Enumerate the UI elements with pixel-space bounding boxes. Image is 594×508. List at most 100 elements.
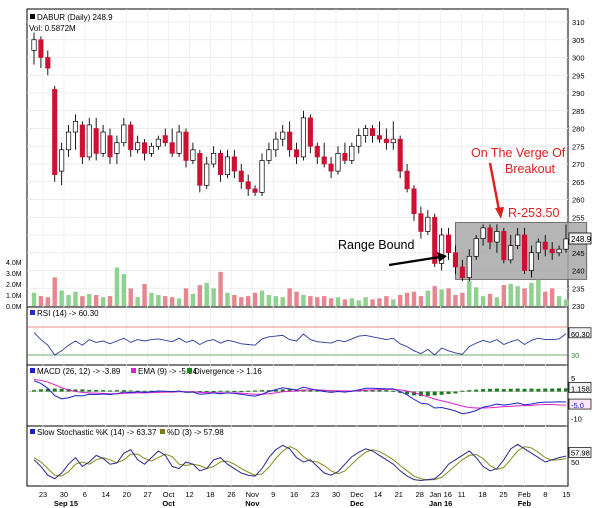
candle-body	[217, 153, 224, 176]
x-tick-label: 6	[83, 490, 87, 499]
price-tick-label: 265	[572, 178, 585, 187]
divergence-bar	[114, 390, 119, 392]
volume-bar	[425, 290, 431, 306]
volume-bar	[411, 291, 417, 306]
candle-body	[349, 145, 355, 161]
divergence-bar	[135, 390, 140, 392]
month-label: Feb	[518, 499, 532, 508]
divergence-bar	[322, 390, 327, 392]
x-tick-label: 26	[227, 490, 235, 499]
candle-body	[480, 227, 486, 239]
resistance-label: R-253.50	[508, 206, 559, 220]
volume-bar	[501, 285, 507, 306]
volume-bar	[52, 277, 57, 306]
volume-bar	[342, 299, 348, 306]
volume-bar	[549, 288, 555, 306]
divergence-bar	[108, 390, 112, 392]
price-tick-label: 305	[572, 36, 585, 45]
divergence-bar	[260, 390, 264, 392]
volume-bar	[114, 267, 120, 306]
candle-body	[114, 142, 120, 154]
volume-bar	[480, 296, 486, 306]
divergence-bar	[432, 391, 437, 396]
volume-bar	[377, 298, 382, 306]
x-tick-label: 12	[185, 490, 193, 499]
x-tick-label: 27	[143, 490, 151, 499]
price-tick-label: 275	[572, 142, 585, 151]
candle-body	[397, 138, 403, 172]
divergence-bar	[522, 388, 527, 392]
volume-bar	[321, 296, 327, 306]
divergence-bar	[315, 390, 320, 392]
volume-label: Vol: 0.5872M	[29, 24, 76, 33]
volume-bar	[218, 271, 223, 306]
x-tick-label: Feb	[518, 490, 531, 499]
range-bound-arrowhead	[437, 252, 447, 262]
candle-body	[425, 216, 431, 232]
volume-bar	[232, 295, 237, 306]
divergence-bar	[446, 391, 451, 394]
divergence-bar	[73, 389, 78, 392]
divergence-bar	[266, 390, 271, 392]
price-tick-label: 285	[572, 107, 585, 116]
divergence-bar	[280, 389, 285, 392]
candle-body	[141, 142, 148, 154]
macd-tick-label: 1.158	[571, 384, 590, 393]
x-tick-label: 30	[60, 490, 68, 499]
macd-swatch	[30, 368, 35, 373]
x-tick-label: Nov	[246, 490, 260, 499]
divergence-bar	[204, 390, 209, 392]
x-tick-label: 18	[478, 490, 486, 499]
divergence-bar	[529, 388, 534, 392]
x-tick-label: 9	[271, 490, 275, 499]
divergence-bar	[391, 390, 396, 392]
volume-bar	[294, 291, 299, 306]
candle-body	[45, 57, 51, 69]
candle-body	[452, 252, 459, 268]
stoch-k-swatch	[30, 429, 35, 434]
stoch-tick-label: 57.98	[571, 448, 590, 457]
x-tick-label: 11	[458, 490, 466, 499]
candle-body	[535, 241, 541, 254]
candle-body	[390, 138, 396, 144]
divergence-bar	[253, 390, 258, 392]
divergence-bar	[32, 390, 36, 392]
chart-title: DABUR (Daily) 248.9	[37, 13, 113, 22]
breakout-arrow	[488, 162, 501, 211]
rsi-line	[33, 332, 567, 356]
month-label: Nov	[245, 499, 260, 508]
x-tick-label: 18	[206, 490, 214, 499]
divergence-bar	[564, 388, 568, 392]
volume-bar	[529, 282, 534, 306]
volume-bar	[31, 292, 37, 306]
price-tick-label: 230	[572, 302, 585, 311]
candle-body	[363, 128, 369, 136]
stoch-k-line	[33, 443, 567, 481]
divergence-bar	[405, 391, 410, 395]
volume-bar	[460, 292, 465, 306]
candle-body	[176, 131, 182, 154]
candle-body	[494, 231, 500, 243]
month-label: Dec	[350, 499, 364, 508]
divergence-bar	[453, 391, 458, 394]
volume-bar	[169, 297, 175, 306]
candle-body	[169, 142, 175, 154]
volume-bar	[121, 274, 127, 306]
divergence-bar	[439, 391, 444, 395]
volume-bar	[439, 289, 444, 306]
volume-bar	[149, 292, 154, 306]
candle-body	[259, 160, 265, 193]
volume-tick-label: 4.0M	[6, 260, 22, 267]
volume-bar	[287, 288, 292, 306]
x-tick-label: 23	[39, 490, 47, 499]
divergence-bar	[121, 390, 126, 392]
x-tick-label: 15	[562, 490, 570, 499]
volume-bar	[280, 297, 285, 306]
volume-bar	[142, 284, 147, 306]
stoch-tick-label: 50	[571, 458, 579, 467]
volume-bar	[370, 299, 375, 306]
divergence-bar	[425, 391, 430, 396]
candle-body	[528, 252, 535, 271]
divergence-bar	[142, 390, 147, 392]
